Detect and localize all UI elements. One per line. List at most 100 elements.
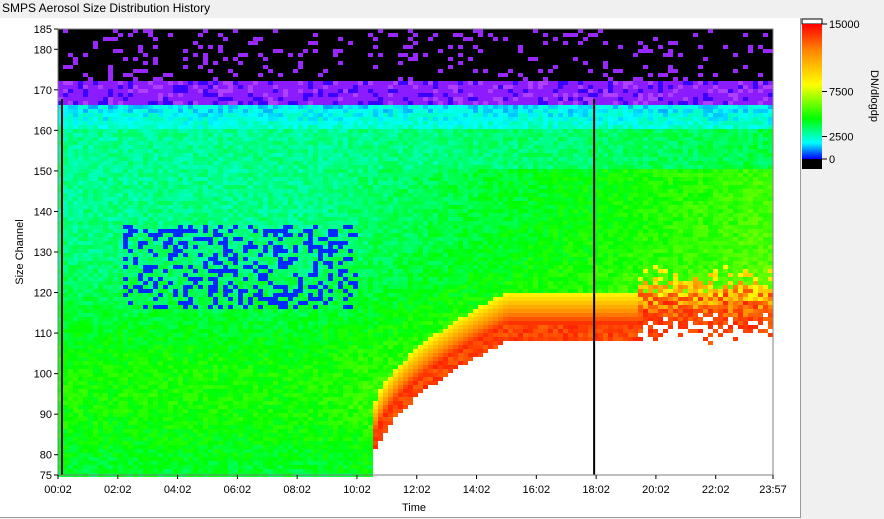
heatmap-cell [108, 169, 113, 173]
heatmap-cell [183, 353, 188, 357]
heatmap-cell [78, 117, 83, 121]
heatmap-cell [193, 413, 198, 417]
heatmap-cell [178, 369, 183, 373]
heatmap-cell [143, 309, 148, 313]
heatmap-cell [213, 361, 218, 365]
heatmap-cell [128, 269, 133, 273]
heatmap-cell [273, 257, 278, 261]
heatmap-cell [223, 137, 228, 141]
heatmap-cell [83, 49, 88, 53]
heatmap-cell [273, 97, 278, 101]
heatmap-cell [188, 357, 193, 361]
heatmap-cell [143, 381, 148, 385]
heatmap-cell [253, 113, 258, 117]
heatmap-cell [183, 345, 188, 349]
heatmap-cell [268, 361, 273, 365]
heatmap-cell [73, 69, 78, 73]
heatmap-cell [98, 53, 103, 57]
heatmap-cell [133, 341, 138, 345]
heatmap-cell [68, 425, 73, 429]
heatmap-cell [83, 241, 88, 245]
heatmap-cell [183, 329, 188, 333]
heatmap-cell [173, 357, 178, 361]
heatmap-cell [163, 101, 168, 105]
heatmap-cell [68, 317, 73, 321]
heatmap-cell [178, 245, 183, 249]
heatmap-cell [83, 93, 88, 97]
heatmap-cell [68, 345, 73, 349]
heatmap-cell [63, 185, 68, 189]
heatmap-cell [208, 257, 213, 261]
heatmap-cell [173, 157, 178, 161]
heatmap-cell [93, 381, 98, 385]
heatmap-cell [108, 253, 113, 257]
heatmap-cell [238, 129, 243, 133]
heatmap-cell [83, 133, 88, 137]
heatmap-cell [208, 297, 213, 301]
heatmap-cell [173, 429, 178, 433]
heatmap-cell [58, 205, 63, 209]
heatmap-cell [98, 433, 103, 437]
heatmap-cell [128, 133, 133, 137]
heatmap-cell [158, 225, 163, 229]
heatmap-cell [123, 117, 128, 121]
heatmap-cell [188, 121, 193, 125]
heatmap-cell [83, 365, 88, 369]
heatmap-cell [133, 189, 138, 193]
heatmap-cell [243, 405, 248, 409]
heatmap-cell [173, 113, 178, 117]
heatmap-cell [173, 173, 178, 177]
heatmap-cell [108, 369, 113, 373]
heatmap-cell [273, 277, 278, 281]
heatmap-cell [58, 193, 63, 197]
heatmap-cell [63, 121, 68, 125]
heatmap-cell [243, 437, 248, 441]
heatmap-cell [58, 41, 63, 45]
heatmap-cell [188, 385, 193, 389]
heatmap-cell [203, 73, 208, 77]
heatmap-cell [133, 277, 138, 281]
heatmap-cell [258, 89, 263, 93]
heatmap-cell [198, 209, 203, 213]
heatmap-cell [178, 221, 183, 225]
heatmap-cell [148, 49, 153, 53]
heatmap-cell [148, 149, 153, 153]
heatmap-cell [268, 393, 273, 397]
heatmap-cell [58, 281, 63, 285]
heatmap-cell [233, 309, 238, 313]
heatmap-cell [113, 413, 118, 417]
heatmap-cell [253, 449, 258, 453]
heatmap-cell [248, 133, 253, 137]
heatmap-cell [63, 69, 68, 73]
heatmap-cell [138, 53, 143, 57]
heatmap-cell [73, 161, 78, 165]
heatmap-cell [93, 161, 98, 165]
heatmap-cell [148, 413, 153, 417]
heatmap-cell [268, 261, 273, 265]
heatmap-cell [193, 317, 198, 321]
heatmap-cell [253, 249, 258, 253]
heatmap-cell [208, 29, 213, 33]
heatmap-cell [103, 289, 108, 293]
heatmap-cell [168, 253, 173, 257]
heatmap-cell [188, 237, 193, 241]
heatmap-cell [153, 225, 158, 229]
heatmap-cell [218, 441, 223, 445]
heatmap-cell [108, 89, 113, 93]
heatmap-cell [268, 461, 273, 465]
heatmap-cell [143, 305, 148, 309]
heatmap-cell [243, 317, 248, 321]
heatmap-cell [128, 337, 133, 341]
heatmap-cell [163, 217, 168, 221]
heatmap-cell [73, 313, 78, 317]
heatmap-cell [108, 133, 113, 137]
heatmap-cell [253, 349, 258, 353]
heatmap-cell [128, 257, 133, 261]
heatmap-cell [253, 333, 258, 337]
heatmap-cell [183, 85, 188, 89]
heatmap-cell [258, 77, 263, 81]
heatmap-cell [68, 57, 73, 61]
heatmap-cell [173, 249, 178, 253]
heatmap-cell [83, 173, 88, 177]
heatmap-cell [133, 109, 138, 113]
